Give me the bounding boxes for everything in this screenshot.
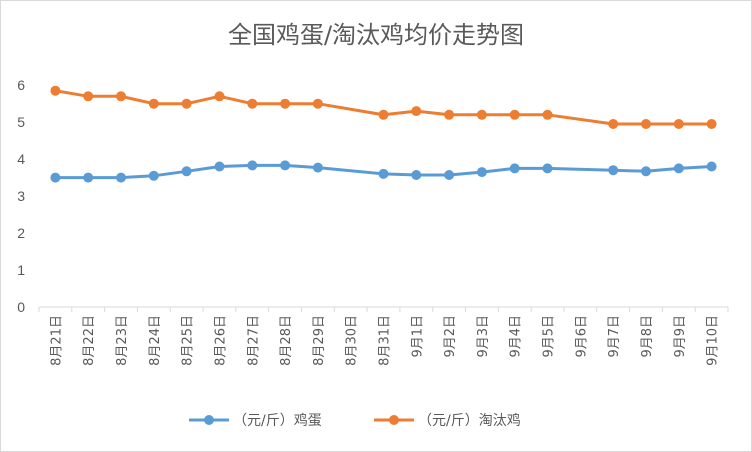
axes: 0 1 2 3 4 5 6 8月21日 8月22日 8月23日 8月24日 8月25日 8月26日 8月2…	[17, 77, 729, 366]
data-point	[608, 165, 619, 176]
y-tick-label: 4	[17, 151, 25, 167]
legend-label: （元/斤）淘汰鸡	[418, 412, 521, 429]
x-tick-label: 9月10日	[706, 315, 721, 366]
data-point	[378, 168, 389, 179]
data-point	[509, 109, 520, 120]
data-point	[50, 85, 61, 96]
series-layer	[50, 85, 717, 183]
legend-marker	[389, 415, 399, 425]
data-point	[641, 119, 651, 129]
data-point	[116, 172, 126, 183]
data-point	[181, 166, 192, 177]
data-point	[542, 163, 553, 174]
x-tick-label: 8月22日	[82, 315, 97, 366]
x-tick-label: 9月2日	[443, 315, 458, 358]
x-tick-label: 8月27日	[246, 315, 261, 366]
y-tick-label: 6	[17, 77, 25, 93]
x-tick-label: 8月31日	[378, 315, 393, 366]
data-point	[411, 170, 422, 180]
y-tick-label: 1	[17, 262, 25, 278]
data-point	[312, 162, 323, 173]
data-point	[148, 170, 159, 181]
chart-title: 全国鸡蛋/淘汰鸡均价走势图	[227, 21, 525, 49]
data-point	[312, 98, 323, 109]
y-tick-label: 5	[17, 114, 25, 130]
x-tick-label: 8月26日	[213, 315, 228, 366]
x-tick-label: 8月25日	[181, 315, 196, 366]
data-point	[509, 163, 520, 174]
x-tick-label: 9月9日	[673, 315, 688, 358]
data-point	[411, 106, 422, 117]
y-tick-label: 0	[17, 299, 25, 315]
data-point	[116, 91, 126, 102]
data-point	[280, 98, 291, 109]
data-point	[280, 160, 291, 171]
x-tick-label: 8月23日	[115, 315, 130, 366]
data-point	[378, 109, 389, 120]
y-tick-label: 3	[17, 188, 25, 204]
y-tick-label: 2	[17, 225, 25, 241]
x-tick-label: 8月28日	[279, 315, 294, 366]
data-point	[247, 98, 258, 109]
data-point	[476, 167, 487, 178]
data-point	[214, 91, 225, 102]
x-tick-label: 9月6日	[574, 315, 589, 358]
legend-label: （元/斤）鸡蛋	[233, 412, 322, 429]
x-tick-label: 9月4日	[509, 315, 524, 358]
legend: （元/斤）鸡蛋 （元/斤）淘汰鸡	[189, 412, 521, 429]
data-point	[50, 172, 61, 183]
data-point	[608, 119, 619, 129]
data-point	[444, 170, 455, 180]
data-point	[706, 119, 717, 129]
data-point	[542, 109, 553, 120]
data-point	[641, 166, 651, 177]
x-tick-label: 9月8日	[640, 315, 655, 358]
x-tick-label: 9月1日	[410, 315, 425, 358]
x-tick-label: 9月3日	[476, 315, 491, 358]
x-tick-label: 8月30日	[345, 315, 360, 366]
x-tick-label: 8月21日	[49, 315, 64, 366]
data-point	[706, 161, 717, 172]
data-point	[673, 163, 684, 174]
data-point	[148, 98, 159, 109]
data-point	[83, 172, 94, 183]
x-tick-label: 8月29日	[312, 315, 327, 366]
data-point	[214, 161, 225, 172]
x-tick-label: 9月5日	[542, 315, 557, 358]
data-point	[673, 119, 684, 129]
data-point	[83, 91, 94, 102]
data-point	[476, 109, 487, 120]
data-point	[444, 109, 455, 120]
x-tick-label: 9月7日	[607, 315, 622, 358]
data-point	[181, 98, 192, 109]
x-tick-label: 8月24日	[148, 315, 163, 366]
legend-marker	[204, 415, 214, 425]
data-point	[247, 160, 258, 171]
